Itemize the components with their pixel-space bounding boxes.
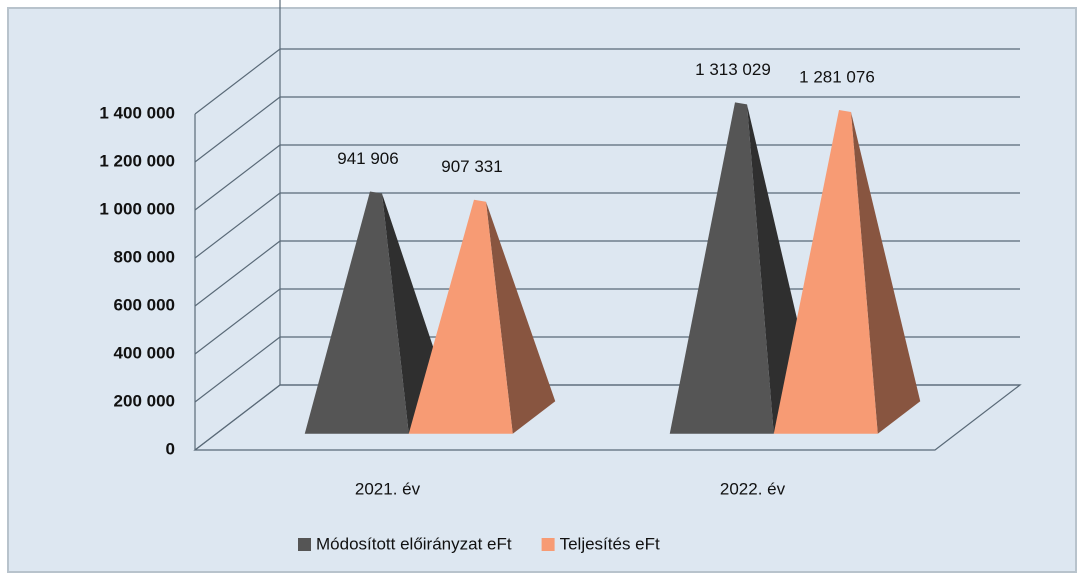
data-label: 1 281 076 bbox=[799, 68, 875, 87]
y-tick-label: 1 000 000 bbox=[99, 199, 175, 218]
x-tick-label: 2022. év bbox=[720, 479, 786, 498]
bar bbox=[408, 199, 513, 434]
legend-swatch bbox=[298, 538, 311, 551]
y-tick-label: 1 200 000 bbox=[99, 151, 175, 170]
bar bbox=[669, 102, 774, 434]
data-label: 907 331 bbox=[441, 157, 502, 176]
bar bbox=[773, 110, 878, 434]
legend-swatch bbox=[541, 538, 555, 551]
x-tick-label: 2021. év bbox=[355, 479, 421, 498]
chart-background bbox=[7, 7, 1077, 573]
y-tick-label: 1 400 000 bbox=[99, 103, 175, 122]
legend-label: Teljesítés eFt bbox=[560, 534, 660, 553]
legend-label: Módosított előirányzat eFt bbox=[316, 534, 512, 553]
y-tick-label: 0 bbox=[166, 439, 175, 458]
data-label: 941 906 bbox=[337, 149, 398, 168]
bar-side bbox=[486, 201, 556, 434]
y-tick-label: 800 000 bbox=[114, 247, 175, 266]
data-label: 1 313 029 bbox=[695, 60, 771, 79]
y-tick-label: 200 000 bbox=[114, 391, 175, 410]
bar bbox=[304, 191, 409, 434]
y-tick-label: 400 000 bbox=[114, 343, 175, 362]
y-tick-label: 600 000 bbox=[114, 295, 175, 314]
bar-side bbox=[851, 112, 921, 434]
